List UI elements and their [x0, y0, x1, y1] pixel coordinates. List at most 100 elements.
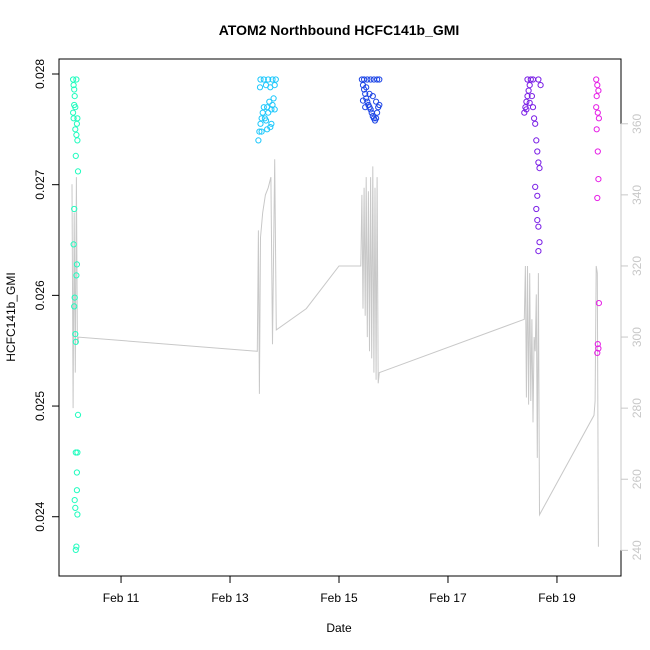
data-point	[74, 411, 82, 418]
data-point	[534, 192, 541, 199]
data-point	[362, 90, 369, 98]
data-point	[595, 345, 602, 352]
data-point	[537, 82, 544, 89]
data-point	[260, 76, 267, 83]
data-point	[536, 239, 543, 246]
data-point	[73, 469, 81, 476]
data-point	[73, 272, 80, 279]
data-point	[72, 126, 79, 133]
data-point	[74, 115, 81, 122]
data-point	[73, 261, 81, 268]
data-point	[256, 84, 264, 91]
data-point	[270, 95, 277, 102]
y2-tick-label: 340	[630, 185, 644, 205]
data-point	[255, 137, 262, 144]
y-tick-label: 0.027	[33, 169, 47, 199]
data-point	[73, 487, 81, 494]
data-point	[73, 76, 80, 83]
data-point	[594, 349, 601, 356]
data-point	[271, 106, 278, 113]
data-point	[265, 76, 272, 83]
data-point	[266, 98, 273, 105]
data-point	[594, 341, 601, 348]
data-point	[373, 98, 380, 105]
data-point	[257, 76, 264, 83]
data-point	[269, 76, 276, 83]
data-point	[364, 98, 371, 105]
y2-tick-label: 280	[630, 398, 644, 418]
data-point	[367, 76, 374, 83]
y2-tick-label: 320	[630, 256, 644, 276]
data-point	[257, 120, 264, 127]
chart-title: ATOM2 Northbound HCFC141b_GMI	[219, 22, 460, 38]
data-point	[376, 101, 383, 109]
series-1	[70, 76, 82, 554]
data-point	[262, 117, 270, 124]
data-point	[595, 115, 603, 122]
data-point	[593, 104, 600, 111]
data-point	[593, 76, 600, 83]
data-point	[535, 76, 542, 83]
series-5	[593, 76, 603, 356]
data-point	[523, 106, 530, 113]
y-tick-label: 0.025	[33, 391, 47, 421]
data-point	[528, 93, 536, 100]
data-point	[595, 300, 603, 307]
data-point	[374, 76, 381, 83]
data-point	[533, 137, 540, 144]
x-tick-label: Feb 17	[429, 591, 467, 605]
y2-tick-label: 360	[630, 113, 644, 133]
data-point	[71, 497, 78, 504]
data-point	[374, 109, 381, 116]
x-tick-label: Feb 19	[538, 591, 576, 605]
data-point	[71, 205, 78, 213]
data-point	[526, 82, 533, 89]
x-tick-label: Feb 13	[211, 591, 249, 605]
data-point	[532, 120, 539, 127]
data-point	[74, 137, 81, 144]
data-point	[526, 99, 533, 106]
data-point	[70, 82, 77, 89]
data-point	[534, 217, 541, 224]
y-tick-label: 0.028	[33, 59, 47, 89]
data-point	[73, 543, 80, 550]
data-point	[72, 546, 79, 554]
data-point	[594, 82, 601, 89]
data-point	[73, 120, 81, 127]
y-axis-label: HCFC141b_GMI	[4, 272, 18, 361]
y2-tick-label: 260	[630, 469, 644, 489]
data-point	[595, 176, 602, 183]
data-point	[531, 115, 538, 122]
data-point	[363, 84, 370, 91]
data-point	[529, 104, 537, 111]
data-point	[524, 76, 531, 83]
data-point	[71, 93, 78, 100]
data-point	[71, 294, 78, 301]
data-point	[532, 183, 539, 190]
data-point	[268, 106, 275, 113]
y2-tick-label: 240	[630, 540, 644, 560]
data-point	[74, 168, 82, 175]
data-point	[595, 87, 602, 94]
data-point	[260, 104, 267, 111]
data-point	[594, 148, 601, 155]
data-point	[71, 101, 78, 109]
data-point	[71, 303, 78, 310]
data-point	[536, 165, 543, 172]
data-point	[264, 126, 271, 133]
data-point	[72, 504, 79, 511]
data-point	[524, 93, 531, 100]
data-point	[364, 76, 371, 83]
data-point	[74, 449, 81, 456]
data-point	[72, 338, 79, 345]
data-point	[362, 104, 369, 111]
data-point	[373, 115, 380, 122]
data-point	[593, 126, 600, 133]
data-point	[368, 109, 375, 116]
data-point	[70, 109, 77, 116]
data-point	[268, 120, 275, 127]
data-point	[535, 223, 542, 230]
data-point	[70, 241, 77, 248]
data-point	[593, 93, 600, 100]
